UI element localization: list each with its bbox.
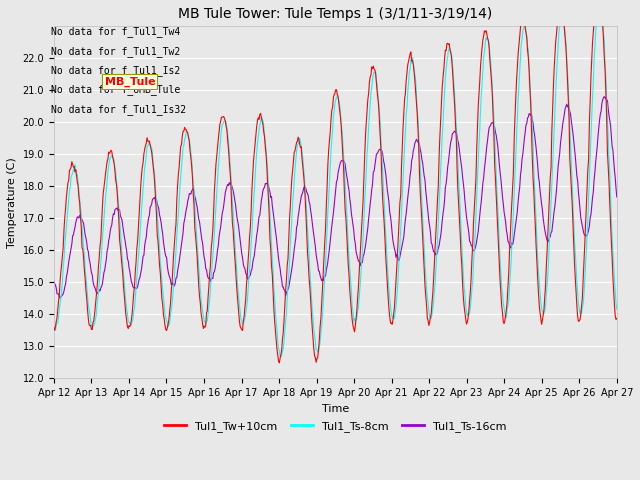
Text: No data for f_Tul1_Is2: No data for f_Tul1_Is2 — [51, 65, 180, 76]
Text: MB_Tule: MB_Tule — [104, 76, 155, 87]
Text: No data for f_Tul1_Tw2: No data for f_Tul1_Tw2 — [51, 46, 180, 57]
X-axis label: Time: Time — [322, 404, 349, 414]
Legend: Tul1_Tw+10cm, Tul1_Ts-8cm, Tul1_Ts-16cm: Tul1_Tw+10cm, Tul1_Ts-8cm, Tul1_Ts-16cm — [160, 417, 511, 436]
Title: MB Tule Tower: Tule Temps 1 (3/1/11-3/19/14): MB Tule Tower: Tule Temps 1 (3/1/11-3/19… — [178, 7, 492, 21]
Text: No data for f_UMB_Tule: No data for f_UMB_Tule — [51, 84, 180, 96]
Text: No data for f_Tul1_Is32: No data for f_Tul1_Is32 — [51, 104, 186, 115]
Y-axis label: Temperature (C): Temperature (C) — [7, 157, 17, 248]
Text: No data for f_Tul1_Tw4: No data for f_Tul1_Tw4 — [51, 26, 180, 37]
